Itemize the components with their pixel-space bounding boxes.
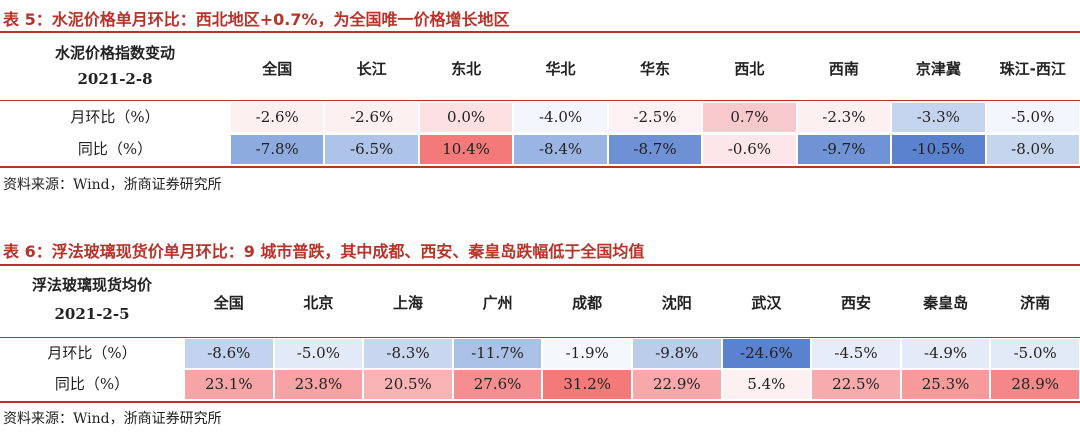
table5-cell: -7.8% <box>231 135 324 164</box>
table5-cell: 0.0% <box>419 103 513 132</box>
table5-cell: -9.7% <box>797 135 891 164</box>
table6-cell: 23.8% <box>274 370 363 399</box>
table6-cell: -24.6% <box>722 339 811 368</box>
table5-col-header: 西南 <box>828 60 859 78</box>
table5-cell: -5.0% <box>986 103 1079 132</box>
table6-col-header: 武汉 <box>751 294 782 312</box>
table5-cell: -6.5% <box>325 135 418 164</box>
table5-cell: -2.6% <box>231 103 324 132</box>
table5-source: 资料来源：Wind，浙商证券研究所 <box>3 177 222 193</box>
table6-cell: -9.8% <box>633 339 721 368</box>
table6-cell: 27.6% <box>453 370 542 399</box>
table5-top-rule <box>0 31 1080 33</box>
table5-col-header: 全国 <box>262 60 293 78</box>
table5-cell: -8.0% <box>986 135 1079 164</box>
table5-col-header: 长江 <box>356 60 387 78</box>
table6-row-label: 同比（%） <box>54 375 130 393</box>
table6-cell: 5.4% <box>722 370 811 399</box>
table5-header-title: 水泥价格指数变动 <box>54 44 175 62</box>
table6-caption: 表 6：浮法玻璃现货价单月环比：9 城市普跌，其中成都、西安、秦皇岛跌幅低于全国… <box>3 242 645 261</box>
table5-cell: -2.3% <box>797 103 891 132</box>
table6-source: 资料来源：Wind，浙商证券研究所 <box>3 411 222 427</box>
table6-cell: 25.3% <box>901 370 990 399</box>
table5-col-header: 东北 <box>451 60 482 78</box>
table5-cell: -4.0% <box>514 103 607 132</box>
table6-cell: 23.1% <box>185 370 273 399</box>
table6-header-rule <box>0 337 1080 338</box>
table5-cell: -10.5% <box>892 135 985 164</box>
table6-cell: -4.5% <box>812 339 900 368</box>
table6-header-date: 2021-2-5 <box>54 305 130 323</box>
table6-cell: 28.9% <box>991 370 1079 399</box>
table6-cell: -8.3% <box>364 339 452 368</box>
table6-header-title: 浮法玻璃现货均价 <box>31 276 152 294</box>
table6-cell: -5.0% <box>991 339 1079 368</box>
table6-top-rule <box>0 264 1080 266</box>
table6-cell: -11.7% <box>453 339 542 368</box>
table6-row-label: 月环比（%） <box>47 344 137 362</box>
table5-cell: -2.6% <box>325 103 418 132</box>
table5-cell: 0.7% <box>703 103 796 132</box>
table5-col-header: 珠江-西江 <box>999 60 1066 78</box>
table5-cell: -8.7% <box>608 135 702 164</box>
table6-col-header: 沈阳 <box>661 294 692 312</box>
table5-caption: 表 5：水泥价格单月环比：西北地区+0.7%，为全国唯一价格增长地区 <box>3 10 510 29</box>
table5-header-rule <box>0 100 1080 101</box>
table6-col-header: 成都 <box>572 294 603 312</box>
table6-col-header: 广州 <box>482 294 513 312</box>
table6-cell: -5.0% <box>274 339 363 368</box>
table6-col-header: 济南 <box>1020 294 1051 312</box>
table6-cell: -4.9% <box>901 339 990 368</box>
table6-cell: 31.2% <box>543 370 631 399</box>
table6-bottom-rule <box>0 401 1080 403</box>
table6-col-header: 西安 <box>840 294 871 312</box>
table5-cell: -8.4% <box>514 135 607 164</box>
table5-row-label: 月环比（%） <box>70 108 160 126</box>
table6-col-header: 北京 <box>303 294 334 312</box>
table6-col-header: 全国 <box>213 294 244 312</box>
table5-col-header: 华东 <box>639 60 670 78</box>
table5-col-header: 西北 <box>734 60 765 78</box>
table6-cell: -1.9% <box>543 339 631 368</box>
table6-cell: -8.6% <box>185 339 273 368</box>
table5-cell: 10.4% <box>419 135 513 164</box>
table5-bottom-rule <box>0 166 1080 168</box>
table5-cell: -2.5% <box>608 103 702 132</box>
table5-cell: -3.3% <box>892 103 985 132</box>
table6-cell: 22.5% <box>812 370 900 399</box>
table6-col-header: 秦皇岛 <box>923 294 969 312</box>
table5-header-date: 2021-2-8 <box>77 70 153 88</box>
table5-cell: -0.6% <box>703 135 796 164</box>
table6-cell: 20.5% <box>364 370 452 399</box>
table5-col-header: 华北 <box>545 60 576 78</box>
table6-cell: 22.9% <box>633 370 721 399</box>
table5-col-header: 京津冀 <box>915 60 961 78</box>
table6-col-header: 上海 <box>392 294 423 312</box>
table5-row-label: 同比（%） <box>77 140 153 158</box>
